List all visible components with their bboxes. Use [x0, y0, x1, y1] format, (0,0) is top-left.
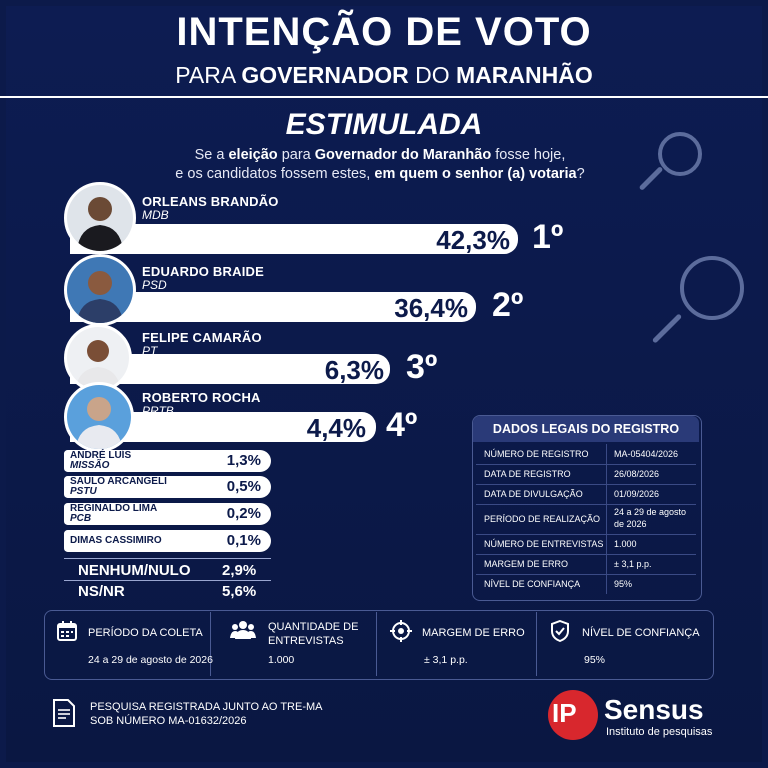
- calendar-icon: [56, 620, 78, 647]
- brand-logo-mark: [548, 690, 598, 740]
- brand-logo-ip: IP: [552, 698, 577, 728]
- candidate-party: PSD: [142, 278, 167, 292]
- other-pct: 5,6%: [222, 583, 257, 600]
- candidate-avatar: [64, 182, 136, 254]
- summary-value: 1.000: [268, 654, 295, 666]
- candidate-name: FELIPE CAMARÃO: [142, 330, 262, 345]
- candidate-name: EDUARDO BRAIDE: [142, 264, 264, 279]
- legal-row: PERÍODO DE REALIZAÇÃO 24 a 29 de agosto d…: [476, 504, 696, 535]
- other-pct: 2,9%: [222, 562, 257, 579]
- candidate-party: PCB: [70, 513, 92, 524]
- people-icon: [230, 620, 256, 645]
- candidate-pct: 36,4%: [394, 293, 468, 323]
- summary-value: ± 3,1 p.p.: [424, 654, 468, 666]
- divider: [64, 580, 271, 581]
- divider: [536, 612, 537, 676]
- candidate-name: REGINALDO LIMA: [70, 503, 158, 514]
- candidate-name: SAULO ARCANGELI: [70, 476, 167, 487]
- divider: [376, 612, 377, 676]
- shield-check-icon: [550, 619, 570, 647]
- header-divider: [0, 96, 768, 98]
- summary-value: 24 a 29 de agosto de 2026: [88, 654, 213, 666]
- candidate-bar: [70, 292, 476, 322]
- candidate-name: ANDRÉ LUÍS: [70, 450, 132, 461]
- candidate-party: PSTU: [70, 486, 97, 497]
- candidate-rank: 3º: [406, 348, 438, 386]
- target-icon: [390, 620, 412, 647]
- legal-row: NÚMERO DE ENTREVISTAS 1.000: [476, 534, 696, 555]
- section-label: ESTIMULADA: [285, 108, 483, 141]
- candidate-avatar: [64, 254, 136, 326]
- legal-data-title: DADOS LEGAIS DO REGISTRO: [473, 416, 699, 442]
- page-title: INTENÇÃO DE VOTO: [176, 10, 592, 54]
- candidate-pct: 42,3%: [436, 225, 510, 255]
- candidate-name: ORLEANS BRANDÃO: [142, 194, 279, 209]
- candidate-party: PRTB: [142, 404, 174, 418]
- brand-logo-subtitle: Instituto de pesquisas: [606, 726, 713, 738]
- candidate-name: DIMAS CASSIMIRO: [70, 535, 162, 546]
- legal-data-box: [472, 415, 702, 601]
- divider: [64, 558, 271, 559]
- summary-value: 95%: [584, 654, 606, 666]
- candidate-rank: 1º: [532, 218, 564, 256]
- candidate-pct: 4,4%: [306, 413, 366, 443]
- document-icon: [52, 698, 76, 733]
- legal-row: NÍVEL DE CONFIANÇA 95%: [476, 574, 696, 594]
- magnifier-icon: [658, 132, 702, 176]
- survey-question: Se a eleição para Governador do Maranhão…: [175, 147, 585, 182]
- page-subtitle: PARA GOVERNADOR DO MARANHÃO: [175, 62, 593, 88]
- candidate-party: MISSÃO: [70, 460, 110, 471]
- brand-logo-name: Sensus: [604, 694, 704, 725]
- legal-row: DATA DE REGISTRO 26/08/2026: [476, 464, 696, 485]
- candidate-rank: 2º: [492, 286, 524, 324]
- summary-label: MARGEM DE ERRO: [422, 627, 525, 639]
- magnifier-icon-large: [680, 256, 744, 320]
- summary-label: PERÍODO DA COLETA: [88, 627, 203, 639]
- poster-frame: [6, 6, 762, 762]
- summary-box: [44, 610, 714, 680]
- candidate-bar: [70, 224, 518, 254]
- candidate-pct: 6,3%: [324, 355, 384, 385]
- candidate-rank: 4º: [386, 406, 418, 444]
- other-label: NENHUM/NULO: [78, 562, 191, 579]
- minor-candidate-row: REGINALDO LIMA PCB 0,2%: [64, 503, 271, 525]
- other-label: NS/NR: [78, 583, 125, 600]
- minor-candidate-row: SAULO ARCANGELI PSTU 0,5%: [64, 476, 271, 498]
- legal-row: DATA DE DIVULGAÇÃO 01/09/2026: [476, 484, 696, 505]
- registration-note: PESQUISA REGISTRADA JUNTO AO TRE-MA SOB …: [90, 701, 323, 727]
- legal-row: NÚMERO DE REGISTRO MA-05404/2026: [476, 444, 696, 465]
- legal-row: MARGEM DE ERRO ± 3,1 p.p.: [476, 554, 696, 575]
- candidate-party: MDB: [142, 208, 169, 222]
- minor-candidate-row: ANDRÉ LUÍS MISSÃO 1,3%: [64, 450, 271, 472]
- summary-label: NÍVEL DE CONFIANÇA: [582, 627, 700, 639]
- candidate-name: ROBERTO ROCHA: [142, 390, 261, 405]
- minor-candidate-row: DIMAS CASSIMIRO 0,1%: [64, 530, 271, 552]
- candidate-avatar: [64, 382, 134, 452]
- candidate-party: PT: [142, 344, 158, 358]
- candidate-pct: 1,3%: [226, 452, 261, 469]
- summary-label: QUANTIDADE DE ENTREVISTAS: [268, 621, 359, 647]
- candidate-pct: 0,1%: [226, 532, 261, 549]
- candidate-pct: 0,2%: [226, 505, 261, 522]
- candidate-pct: 0,5%: [226, 478, 261, 495]
- divider: [210, 612, 211, 676]
